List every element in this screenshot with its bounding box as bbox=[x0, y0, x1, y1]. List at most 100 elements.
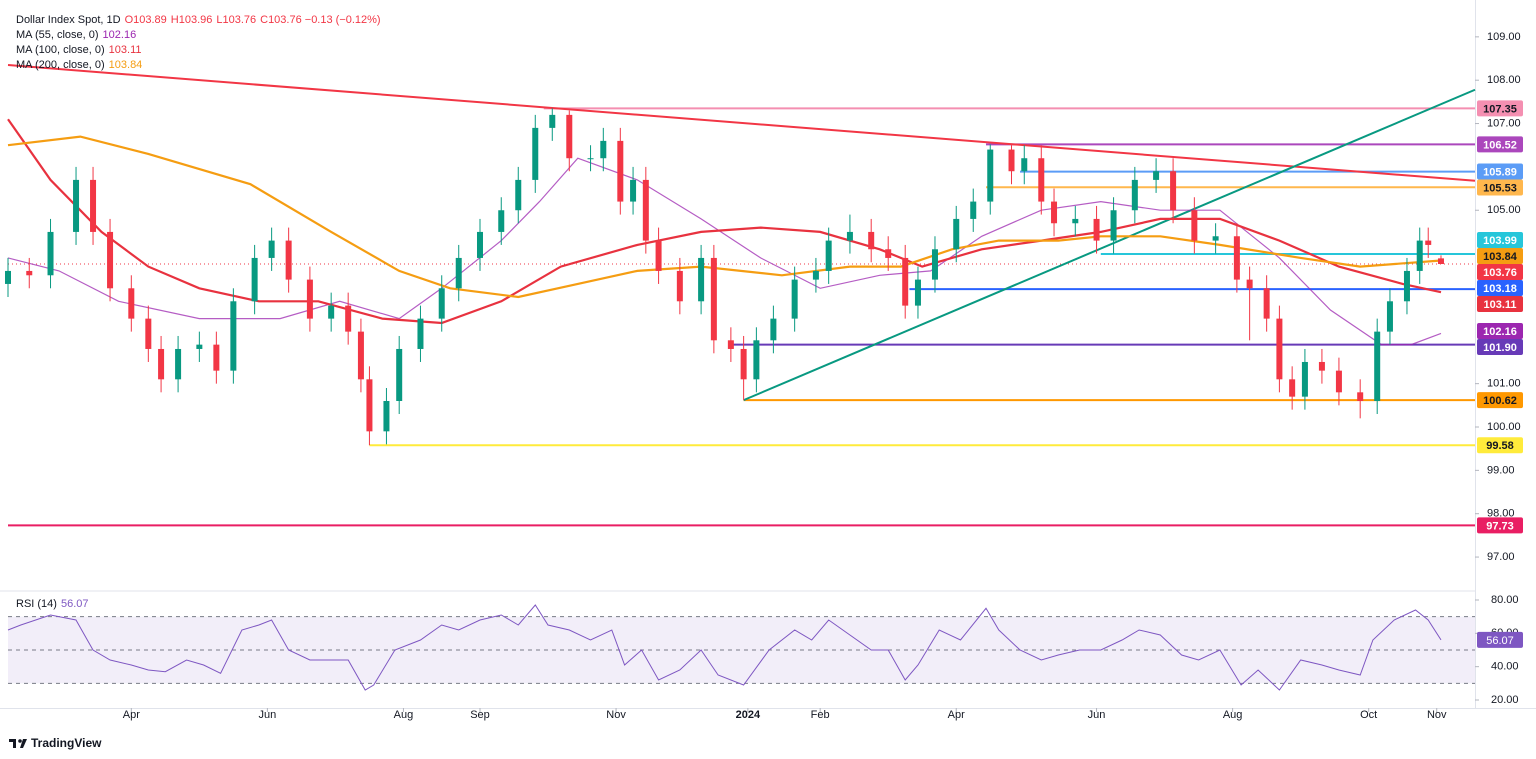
candle-body bbox=[1357, 392, 1364, 401]
moving-average bbox=[7, 118, 1442, 325]
candle-body bbox=[128, 288, 135, 319]
candle-body bbox=[676, 270, 683, 302]
price-label-box bbox=[1477, 517, 1523, 534]
x-tick-label: Feb bbox=[811, 709, 830, 721]
candle-body bbox=[1021, 158, 1028, 172]
candle-body bbox=[145, 318, 152, 349]
candle-body bbox=[47, 231, 54, 276]
x-tick-label: Nov bbox=[1427, 709, 1447, 721]
candle-body bbox=[600, 140, 607, 159]
trendline bbox=[7, 64, 1476, 182]
quote-value: C103.76 −0.13 (−0.12%) bbox=[260, 14, 381, 26]
candle-body bbox=[268, 240, 275, 258]
candle-body bbox=[1131, 179, 1138, 211]
y-tick-label: 80.00 bbox=[1491, 594, 1519, 606]
x-tick-label: Nov bbox=[606, 709, 626, 721]
price-label: 106.52 bbox=[1483, 139, 1517, 151]
x-tick-label: Aug bbox=[394, 709, 414, 721]
price-label-box bbox=[1477, 295, 1523, 312]
price-label-box bbox=[1477, 279, 1523, 296]
candle-body bbox=[868, 231, 875, 250]
price-label-box bbox=[1477, 163, 1523, 180]
candle-body bbox=[476, 231, 483, 258]
candle-body bbox=[175, 348, 182, 380]
candle-body bbox=[970, 201, 977, 219]
candle-body bbox=[1416, 240, 1423, 271]
price-label: 103.11 bbox=[1483, 299, 1516, 311]
price-label: 100.62 bbox=[1483, 395, 1517, 407]
candle-body bbox=[251, 257, 258, 302]
trendline bbox=[743, 88, 1476, 402]
candle-body bbox=[532, 127, 539, 180]
y-tick-label: 20.00 bbox=[1491, 694, 1519, 706]
candle-body bbox=[727, 340, 734, 349]
x-tick-label: Jun bbox=[1088, 709, 1106, 721]
candle-body bbox=[1051, 201, 1058, 224]
candle-body bbox=[366, 379, 373, 432]
quote-value: L103.76 bbox=[216, 14, 257, 26]
y-tick-label: 40.00 bbox=[1491, 661, 1519, 673]
y-tick-label: 98.00 bbox=[1487, 508, 1515, 520]
candle-body bbox=[914, 279, 921, 306]
y-tick-label: 109.00 bbox=[1487, 31, 1521, 43]
price-label: 107.35 bbox=[1483, 103, 1517, 115]
price-label: 103.99 bbox=[1483, 235, 1517, 247]
candle-body bbox=[630, 179, 637, 202]
candle-body bbox=[931, 249, 938, 280]
price-label: 101.90 bbox=[1483, 342, 1517, 354]
price-label: 103.84 bbox=[1483, 251, 1518, 263]
candle-body bbox=[73, 179, 80, 232]
candle-body bbox=[1233, 236, 1240, 280]
candle-body bbox=[812, 270, 819, 280]
x-tick-label: Apr bbox=[948, 709, 965, 721]
symbol-title: Dollar Index Spot, 1D bbox=[16, 14, 121, 26]
candle-body bbox=[987, 149, 994, 202]
moving-average bbox=[7, 157, 1442, 346]
price-label-box bbox=[1477, 437, 1523, 454]
x-tick-label: Aug bbox=[1223, 709, 1243, 721]
candle-body bbox=[306, 279, 313, 319]
ma-name: MA (100, close, 0) bbox=[16, 44, 105, 56]
candle-body bbox=[213, 344, 220, 371]
candle-body bbox=[710, 257, 717, 341]
candle-body bbox=[26, 270, 33, 276]
price-label-box bbox=[1477, 631, 1523, 648]
legend-row: MA (100, close, 0) 103.11 bbox=[16, 43, 385, 58]
candle-body bbox=[1318, 361, 1325, 371]
x-tick-label: Oct bbox=[1360, 709, 1377, 721]
price-label: 102.16 bbox=[1483, 326, 1517, 338]
candle-body bbox=[383, 400, 390, 432]
candle-body bbox=[1437, 258, 1444, 265]
candle-body bbox=[617, 140, 624, 202]
ma-value: 103.84 bbox=[108, 59, 143, 71]
candle-body bbox=[515, 179, 522, 211]
ma-name: MA (200, close, 0) bbox=[16, 59, 105, 71]
candle-body bbox=[953, 218, 960, 250]
ma-value: 103.11 bbox=[108, 44, 142, 56]
candle-body bbox=[655, 240, 662, 271]
price-label-box bbox=[1477, 179, 1523, 196]
candle-body bbox=[438, 288, 445, 319]
candle-body bbox=[1289, 379, 1296, 397]
candle-body bbox=[455, 257, 462, 289]
y-tick-label: 105.00 bbox=[1487, 204, 1521, 216]
candle-body bbox=[230, 301, 237, 371]
candle-body bbox=[1153, 171, 1160, 180]
candle-body bbox=[357, 331, 364, 380]
candle-body bbox=[1191, 210, 1198, 241]
y-tick-label: 97.00 bbox=[1487, 551, 1515, 563]
candle-body bbox=[1072, 218, 1079, 224]
candle-body bbox=[1008, 149, 1015, 172]
candle-body bbox=[107, 231, 114, 289]
price-label-box bbox=[1477, 231, 1523, 248]
candle-body bbox=[740, 348, 747, 380]
quote-value: H103.96 bbox=[170, 14, 213, 26]
price-label-box bbox=[1477, 263, 1523, 280]
price-label: 105.53 bbox=[1483, 182, 1517, 194]
candle-body bbox=[642, 179, 649, 241]
price-label-box bbox=[1477, 323, 1523, 340]
legend-row: MA (200, close, 0) 103.84 bbox=[16, 58, 385, 73]
candle-body bbox=[1335, 370, 1342, 393]
